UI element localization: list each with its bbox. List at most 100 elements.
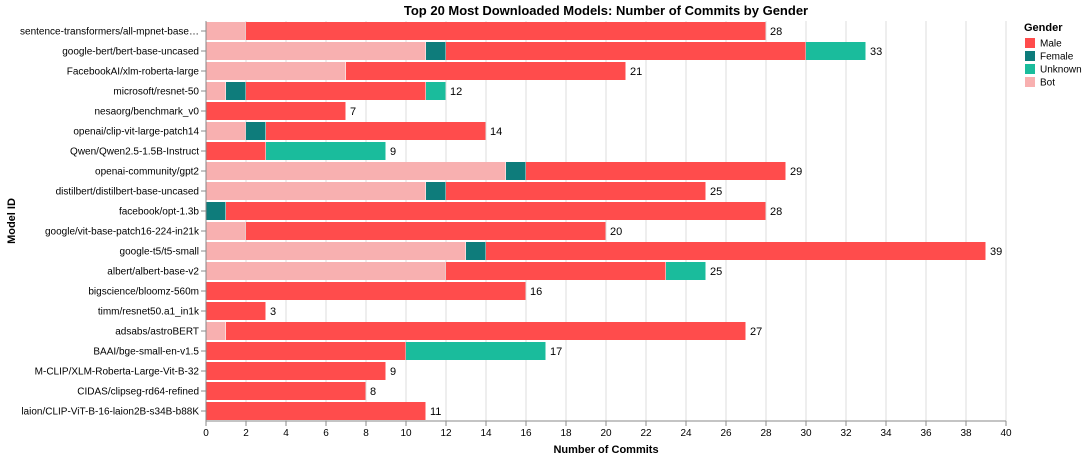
y-tick-label: laion/CLIP-ViT-B-16-laion2B-s34B-b88K bbox=[21, 407, 199, 418]
bar-segment-female bbox=[226, 82, 246, 100]
legend-swatch-male bbox=[1025, 38, 1035, 48]
y-tick-label: distilbert/distilbert-base-uncased bbox=[56, 187, 199, 198]
x-tick-label: 20 bbox=[600, 428, 612, 439]
y-tick-label: BAAI/bge-small-en-v1.5 bbox=[93, 347, 199, 358]
legend-label: Female bbox=[1040, 52, 1074, 63]
bar-total-label: 27 bbox=[750, 326, 762, 338]
bar-segment-male bbox=[266, 122, 486, 140]
x-axis: 0 2 4 6 8 10 12 14 16 18 20 22 24 26 28 30 32 34 36 38 40 bbox=[203, 420, 1012, 439]
bar-segment-bot bbox=[206, 62, 346, 80]
bar-segment-male bbox=[206, 402, 426, 420]
bar-segment-male bbox=[206, 102, 346, 120]
x-tick-label: 36 bbox=[920, 428, 932, 439]
grid-lines bbox=[205, 21, 1007, 421]
bar-segment-female bbox=[426, 42, 446, 60]
x-tick-label: 0 bbox=[203, 428, 209, 439]
y-tick-label: openai-community/gpt2 bbox=[95, 167, 199, 178]
x-tick-label: 26 bbox=[720, 428, 732, 439]
y-tick-label: nesaorg/benchmark_v0 bbox=[94, 107, 199, 118]
bar-total-label: 29 bbox=[790, 166, 802, 178]
x-tick-label: 30 bbox=[800, 428, 812, 439]
legend-label: Male bbox=[1040, 39, 1062, 50]
bar-segment-bot bbox=[206, 82, 226, 100]
y-tick-label: google-bert/bert-base-uncased bbox=[62, 47, 199, 58]
legend-swatch-female bbox=[1025, 51, 1035, 61]
x-tick-label: 10 bbox=[400, 428, 412, 439]
x-tick-label: 34 bbox=[880, 428, 892, 439]
x-tick-label: 12 bbox=[440, 428, 452, 439]
y-tick-label: google-t5/t5-small bbox=[120, 247, 199, 258]
bar-segment-male bbox=[246, 22, 766, 40]
legend-swatch-unknown bbox=[1025, 64, 1035, 74]
x-tick-label: 2 bbox=[243, 428, 249, 439]
bar-segment-bot bbox=[206, 122, 246, 140]
bar-segment-male bbox=[446, 42, 806, 60]
bar-segment-female bbox=[246, 122, 266, 140]
x-tick-label: 40 bbox=[1000, 428, 1012, 439]
legend-swatch-bot bbox=[1025, 77, 1035, 87]
bar-segment-bot bbox=[206, 182, 426, 200]
bar-total-label: 20 bbox=[610, 226, 622, 238]
bar-segment-unknown bbox=[266, 142, 386, 160]
y-axis: sentence-transformers/all-mpnet-base… goo… bbox=[20, 21, 207, 421]
bar-segment-bot bbox=[206, 42, 426, 60]
y-tick-label: M-CLIP/XLM-Roberta-Large-Vit-B-32 bbox=[35, 367, 200, 378]
chart-title: Top 20 Most Downloaded Models: Number of… bbox=[404, 3, 808, 18]
bar-total-label: 39 bbox=[990, 246, 1002, 258]
bar-total-label: 14 bbox=[490, 126, 502, 138]
y-tick-label: bigscience/bloomz-560m bbox=[88, 287, 199, 298]
y-tick-label: google/vit-base-patch16-224-in21k bbox=[45, 227, 200, 238]
x-tick-label: 4 bbox=[283, 428, 289, 439]
bar-segment-male bbox=[246, 82, 426, 100]
x-tick-label: 18 bbox=[560, 428, 572, 439]
x-tick-label: 38 bbox=[960, 428, 972, 439]
bar-segment-female bbox=[506, 162, 526, 180]
bar-total-label: 9 bbox=[390, 146, 396, 158]
y-axis-title: Model ID bbox=[6, 198, 18, 244]
y-tick-label: CIDAS/clipseg-rd64-refined bbox=[77, 387, 199, 398]
bar-segment-unknown bbox=[806, 42, 866, 60]
y-tick-label: timm/resnet50.a1_in1k bbox=[98, 307, 200, 318]
bar-segment-male bbox=[446, 262, 666, 280]
y-tick-label: FacebookAI/xlm-roberta-large bbox=[67, 67, 200, 78]
legend-title: Gender bbox=[1024, 22, 1063, 34]
y-tick-label: microsoft/resnet-50 bbox=[113, 87, 199, 98]
bar-segment-male bbox=[206, 282, 526, 300]
y-tick-label: openai/clip-vit-large-patch14 bbox=[73, 127, 199, 138]
y-tick-label: Qwen/Qwen2.5-1.5B-Instruct bbox=[70, 147, 199, 158]
bar-segment-male bbox=[246, 222, 606, 240]
x-tick-label: 24 bbox=[680, 428, 692, 439]
bar-segment-unknown bbox=[666, 262, 706, 280]
bar-segment-female bbox=[206, 202, 226, 220]
y-tick-label: adsabs/astroBERT bbox=[115, 327, 199, 338]
total-labels: 28 33 21 12 7 14 9 29 25 28 20 39 25 16 3 27 17 9 8 11 bbox=[270, 26, 1002, 418]
x-tick-label: 14 bbox=[480, 428, 492, 439]
bar-segment-male bbox=[226, 322, 746, 340]
bar-segment-unknown bbox=[426, 82, 446, 100]
bar-segment-male bbox=[206, 342, 406, 360]
bars bbox=[206, 22, 986, 420]
bar-segment-bot bbox=[206, 322, 226, 340]
bar-segment-female bbox=[466, 242, 486, 260]
bar-total-label: 8 bbox=[370, 386, 376, 398]
bar-segment-male bbox=[206, 382, 366, 400]
x-tick-label: 32 bbox=[840, 428, 852, 439]
bar-segment-bot bbox=[206, 222, 246, 240]
y-tick-label: facebook/opt-1.3b bbox=[119, 207, 199, 218]
bar-total-label: 33 bbox=[870, 46, 882, 58]
bar-segment-male bbox=[206, 142, 266, 160]
bar-segment-unknown bbox=[406, 342, 546, 360]
legend-label: Unknown bbox=[1040, 65, 1082, 76]
bar-total-label: 11 bbox=[430, 406, 441, 418]
bar-total-label: 9 bbox=[390, 366, 396, 378]
x-tick-label: 22 bbox=[640, 428, 652, 439]
bar-segment-male bbox=[446, 182, 706, 200]
legend-label: Bot bbox=[1040, 78, 1055, 89]
bar-total-label: 3 bbox=[270, 306, 276, 318]
bar-total-label: 12 bbox=[450, 86, 462, 98]
x-tick-label: 8 bbox=[363, 428, 369, 439]
bar-segment-bot bbox=[206, 22, 246, 40]
bar-total-label: 28 bbox=[770, 206, 782, 218]
bar-segment-male bbox=[206, 302, 266, 320]
